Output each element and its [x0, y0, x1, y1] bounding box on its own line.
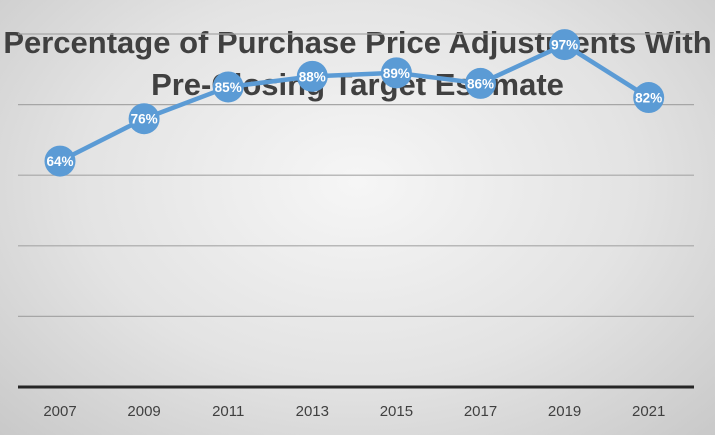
x-tick-label: 2015: [380, 403, 413, 420]
x-tick-label: 2017: [464, 403, 497, 420]
data-label: 88%: [299, 69, 326, 84]
x-tick-label: 2019: [548, 403, 581, 420]
x-tick-label: 2021: [632, 403, 665, 420]
data-point: [44, 145, 76, 177]
data-label: 97%: [551, 38, 578, 53]
series-line: [57, 42, 651, 164]
data-point: [465, 67, 496, 99]
data-label: 82%: [635, 91, 662, 106]
x-tick-label: 2009: [127, 403, 160, 420]
data-label: 86%: [467, 76, 494, 91]
data-label: 85%: [215, 80, 242, 95]
x-tick-label: 2007: [43, 403, 76, 420]
data-point: [549, 29, 581, 61]
data-point: [128, 103, 160, 135]
data-point: [633, 82, 665, 114]
data-point: [380, 57, 412, 89]
data-point: [296, 60, 328, 92]
data-label: 89%: [383, 66, 410, 81]
data-label: 76%: [131, 112, 158, 127]
x-tick-label: 2011: [212, 403, 244, 420]
data-label: 64%: [46, 154, 73, 169]
data-point: [212, 71, 244, 103]
x-tick-label: 2013: [296, 403, 329, 420]
